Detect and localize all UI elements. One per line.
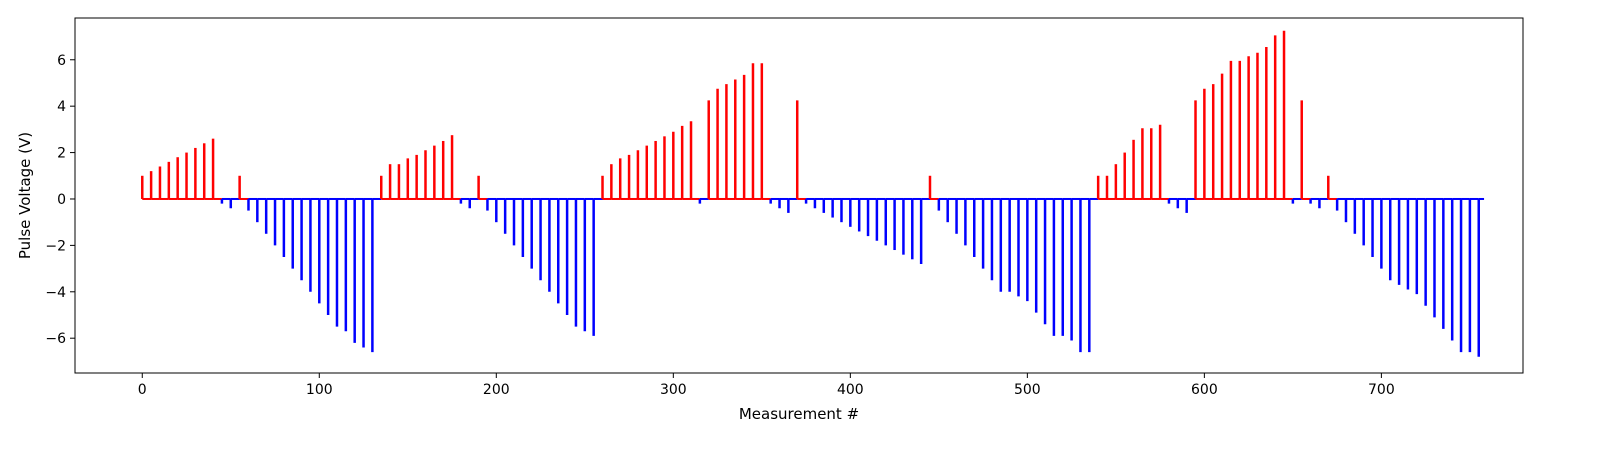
y-tick-label: 2 [57, 146, 66, 162]
x-tick-label: 500 [1014, 382, 1041, 398]
x-tick-label: 300 [660, 382, 687, 398]
x-tick-label: 400 [837, 382, 864, 398]
y-axis: −6 −4 −2 0 2 4 6 [45, 53, 75, 347]
y-tick-label: −2 [45, 238, 66, 254]
y-tick-label: −6 [45, 331, 66, 347]
plot-frame [74, 17, 1524, 374]
x-tick-label: 200 [483, 382, 510, 398]
x-tick-label: 700 [1368, 382, 1395, 398]
x-tick-label: 600 [1191, 382, 1218, 398]
x-axis-label: Measurement # [739, 405, 859, 423]
y-tick-label: 0 [57, 192, 66, 208]
y-tick-label: −4 [45, 285, 66, 301]
x-axis: 0 100 200 300 400 500 600 700 [138, 373, 1395, 398]
y-axis-label: Pulse Voltage (V) [16, 132, 34, 259]
chart-marks [141, 30, 1485, 357]
x-tick-label: 0 [138, 382, 147, 398]
x-tick-label: 100 [306, 382, 333, 398]
y-tick-label: 6 [57, 53, 66, 69]
y-tick-label: 4 [57, 99, 66, 115]
